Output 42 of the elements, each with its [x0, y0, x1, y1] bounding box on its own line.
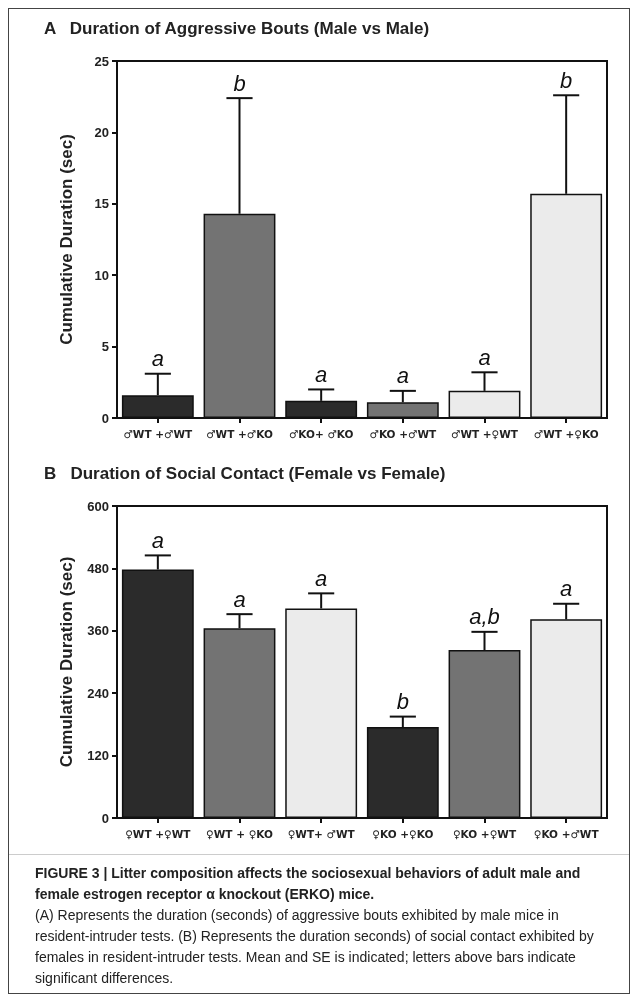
y-axis-title: Cumulative Duration (sec): [57, 134, 76, 345]
y-tick-label: 0: [101, 410, 109, 426]
annotation: a: [560, 576, 573, 602]
annotation: a: [478, 344, 491, 370]
annotation: b: [396, 689, 409, 715]
y-tick-label: 360: [87, 623, 109, 639]
chart-title: B Duration of Social Contact (Female vs Female): [44, 464, 446, 483]
y-tick-label: 600: [87, 498, 109, 514]
annotation: a: [315, 361, 328, 387]
x-tick-label: ♂KO+ ♂KO: [288, 427, 354, 440]
x-tick-label: ♂KO +♂WT: [369, 427, 437, 440]
annotation: a: [233, 586, 246, 612]
y-tick-label: 10: [94, 267, 109, 283]
y-tick-label: 240: [87, 685, 109, 701]
y-tick-label: 15: [94, 196, 109, 212]
x-tick-label: ♀WT + ♀KO: [206, 827, 273, 840]
y-tick-label: 25: [94, 53, 109, 69]
x-tick-label: ♀KO +♀KO: [372, 827, 434, 840]
x-tick-label: ♂WT +♀WT: [450, 427, 519, 440]
annotation: b: [233, 70, 246, 96]
annotation: a: [396, 363, 409, 389]
x-tick-label: ♂WT +♂WT: [123, 427, 194, 440]
x-tick-label: ♂WT +♀KO: [533, 427, 599, 440]
annotation: b: [560, 67, 573, 93]
caption: FIGURE 3 | Litter composition affects the sociosexual behaviors of adult male and female estrogen receptor α knockout (ERKO) mice.: [35, 864, 582, 904]
annotation: a,b: [469, 604, 500, 630]
y-tick-label: 5: [101, 339, 109, 355]
y-tick-label: 480: [87, 560, 109, 576]
annotation: a: [315, 565, 328, 591]
annotation: a: [151, 346, 164, 372]
x-tick-label: ♀KO +♂WT: [533, 827, 600, 840]
x-tick-label: ♂WT +♂KO: [206, 427, 273, 440]
text: (A) Represents the duration (seconds) of aggressive bouts exhibited by male mice in resident-intruder tests. (B) Represents the duration seconds) of social contact exhibited by females in resident-intruder tests. Mean and SE is indicated; letters above bars indicate significant differences.: [35, 906, 595, 988]
y-tick-label: 0: [101, 810, 109, 826]
y-tick-label: 20: [94, 124, 109, 140]
x-tick-label: ♀WT+ ♂WT: [287, 827, 356, 840]
chart-title: A Duration of Aggressive Bouts (Male vs Male): [44, 19, 430, 38]
annotation: a: [151, 527, 164, 553]
x-tick-label: ♀WT +♀WT: [125, 827, 192, 840]
y-axis-title: Cumulative Duration (sec): [57, 556, 76, 768]
y-tick-label: 120: [87, 748, 109, 764]
x-tick-label: ♀KO +♀WT: [452, 827, 517, 840]
